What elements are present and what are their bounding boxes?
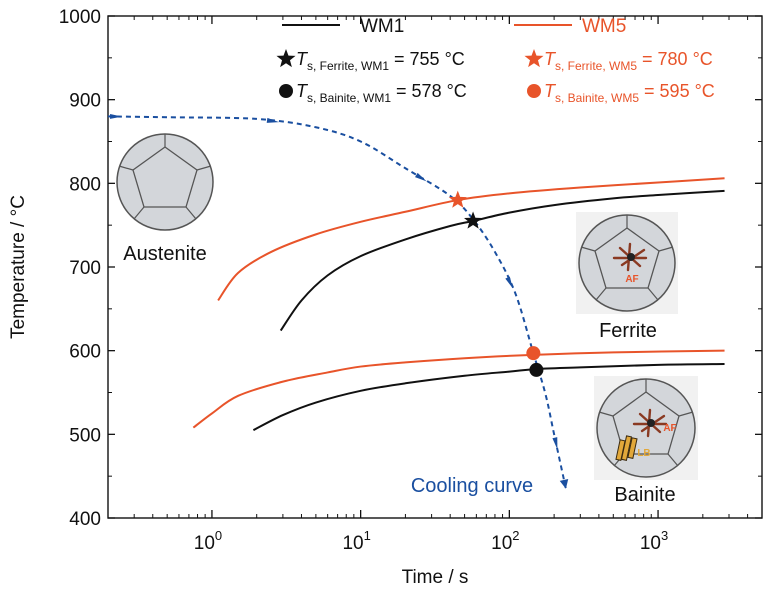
y-tick-label: 500 (69, 425, 101, 446)
series-line-WM1-0 (279, 189, 725, 332)
y-tick-label: 700 (69, 258, 101, 279)
y-axis-label: Temperature / °C (8, 195, 29, 339)
legend: WM1 WM5 Ts, Ferrite, WM1 = 755 °C Ts, Ba… (276, 16, 715, 105)
ferrite-label: Ferrite (599, 320, 657, 342)
cooling-arrow-head (110, 113, 123, 119)
series-line-WM1-1 (252, 363, 725, 432)
y-axis-ticks: 400 500 600 700 800 900 1000 (59, 7, 762, 530)
y-tick-label: 400 (69, 509, 101, 530)
start-marker-star-WM5 (448, 190, 467, 208)
x-axis-ticks: 100 101 102 103 (133, 16, 749, 554)
legend-wm5-bainite-text: Ts, Bainite, WM5 = 595 °C (544, 81, 715, 105)
legend-wm1-ferrite-text: Ts, Ferrite, WM1 = 755 °C (296, 49, 465, 73)
legend-wm5-label: WM5 (582, 16, 626, 37)
legend-wm1-bainite-dot (279, 84, 293, 98)
start-marker-circle-WM5 (526, 346, 541, 361)
legend-wm5-ferrite-star (524, 49, 544, 68)
start-marker-circle-WM1 (529, 362, 544, 377)
marker-layer (448, 190, 544, 377)
ferrite-af-label: AF (625, 274, 638, 285)
x-tick-label: 102 (491, 528, 519, 554)
cooling-arrow-end (559, 478, 569, 489)
y-tick-label: 800 (69, 174, 101, 195)
x-tick-label: 100 (194, 528, 222, 554)
cooling-curve-label: Cooling curve (411, 475, 533, 497)
y-tick-label: 600 (69, 342, 101, 363)
series-line-WM5-2 (217, 177, 725, 302)
legend-wm5-ferrite-text: Ts, Ferrite, WM5 = 780 °C (544, 49, 713, 73)
bainite-label: Bainite (614, 484, 675, 506)
start-marker-star-WM1 (464, 211, 483, 229)
ferrite-grain-illustration (576, 212, 678, 314)
legend-wm1-bainite-text: Ts, Bainite, WM1 = 578 °C (296, 81, 467, 105)
bainite-grain-illustration (594, 376, 698, 480)
legend-wm1-label: WM1 (360, 16, 404, 37)
cooling-arrow-layer (110, 113, 569, 489)
cooling-arrow-head (266, 117, 280, 123)
cooling-arrow-head (415, 172, 427, 182)
austenite-grain-illustration (116, 133, 214, 231)
y-tick-label: 900 (69, 91, 101, 112)
cooling-arrow-head (505, 276, 513, 289)
legend-wm5-bainite-dot (527, 84, 541, 98)
bainite-lb-label: LB (637, 448, 650, 459)
austenite-label: Austenite (123, 243, 206, 265)
x-axis-label: Time / s (402, 567, 469, 588)
x-tick-label: 103 (640, 528, 668, 554)
y-tick-label: 1000 (59, 7, 101, 28)
series-line-WM5-3 (192, 349, 725, 429)
x-tick-label: 101 (342, 528, 370, 554)
legend-wm1-ferrite-star (276, 49, 296, 68)
bainite-af-label: AF (663, 423, 676, 434)
cooling-arrow-head (552, 437, 558, 450)
